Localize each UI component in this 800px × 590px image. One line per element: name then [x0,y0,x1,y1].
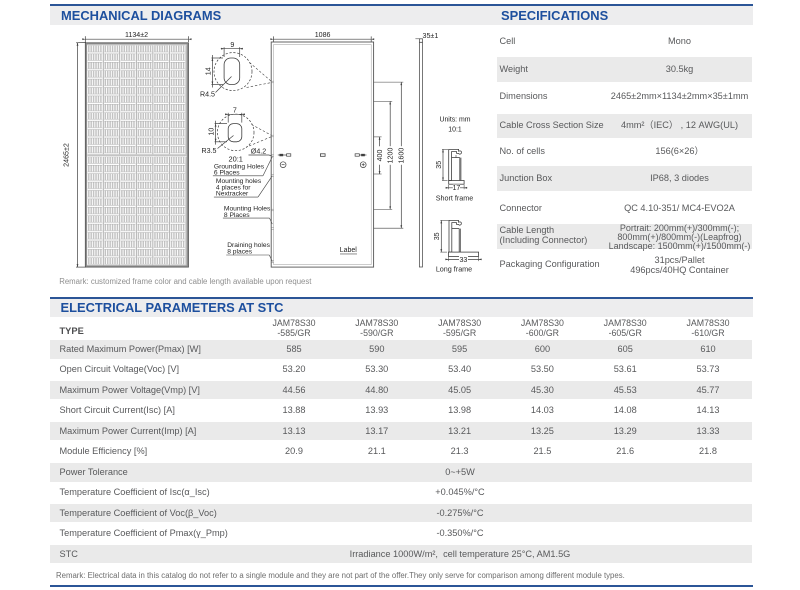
svg-text:Grounding Holes: Grounding Holes [214,163,265,170]
svg-text:Mounting Holes: Mounting Holes [224,206,271,213]
svg-text:Label: Label [340,247,358,254]
svg-text:33: 33 [459,256,467,264]
svg-text:17: 17 [452,184,460,192]
svg-text:9: 9 [230,41,234,49]
svg-text:35: 35 [433,232,441,240]
svg-text:1200: 1200 [387,148,395,164]
svg-text:7: 7 [233,106,237,114]
svg-text:1134±2: 1134±2 [125,31,148,39]
svg-text:Ø4.2: Ø4.2 [251,148,266,156]
svg-text:Mounting holes: Mounting holes [216,178,262,185]
svg-text:Short frame: Short frame [436,193,474,202]
svg-text:10:1: 10:1 [448,126,462,133]
svg-text:8 Places: 8 Places [224,212,250,219]
svg-text:35: 35 [435,161,443,169]
svg-text:35±1: 35±1 [423,32,439,40]
svg-text:400: 400 [376,150,384,162]
svg-text:4 places for: 4 places for [216,184,251,191]
svg-text:8 places: 8 places [227,248,253,255]
svg-text:R3.5: R3.5 [202,147,217,155]
svg-text:Draining holes: Draining holes [227,242,270,249]
svg-text:14: 14 [204,67,212,75]
svg-text:20:1: 20:1 [229,154,243,163]
svg-text:6 Places: 6 Places [214,170,240,177]
svg-text:1600: 1600 [398,148,406,164]
svg-text:2465±2: 2465±2 [63,143,71,167]
svg-text:Nextracker: Nextracker [216,191,249,198]
svg-text:R4.5: R4.5 [200,91,215,99]
svg-text:Units: mm: Units: mm [439,116,470,123]
svg-text:Long frame: Long frame [436,264,472,273]
svg-text:10: 10 [207,128,215,136]
svg-text:1086: 1086 [315,31,331,39]
